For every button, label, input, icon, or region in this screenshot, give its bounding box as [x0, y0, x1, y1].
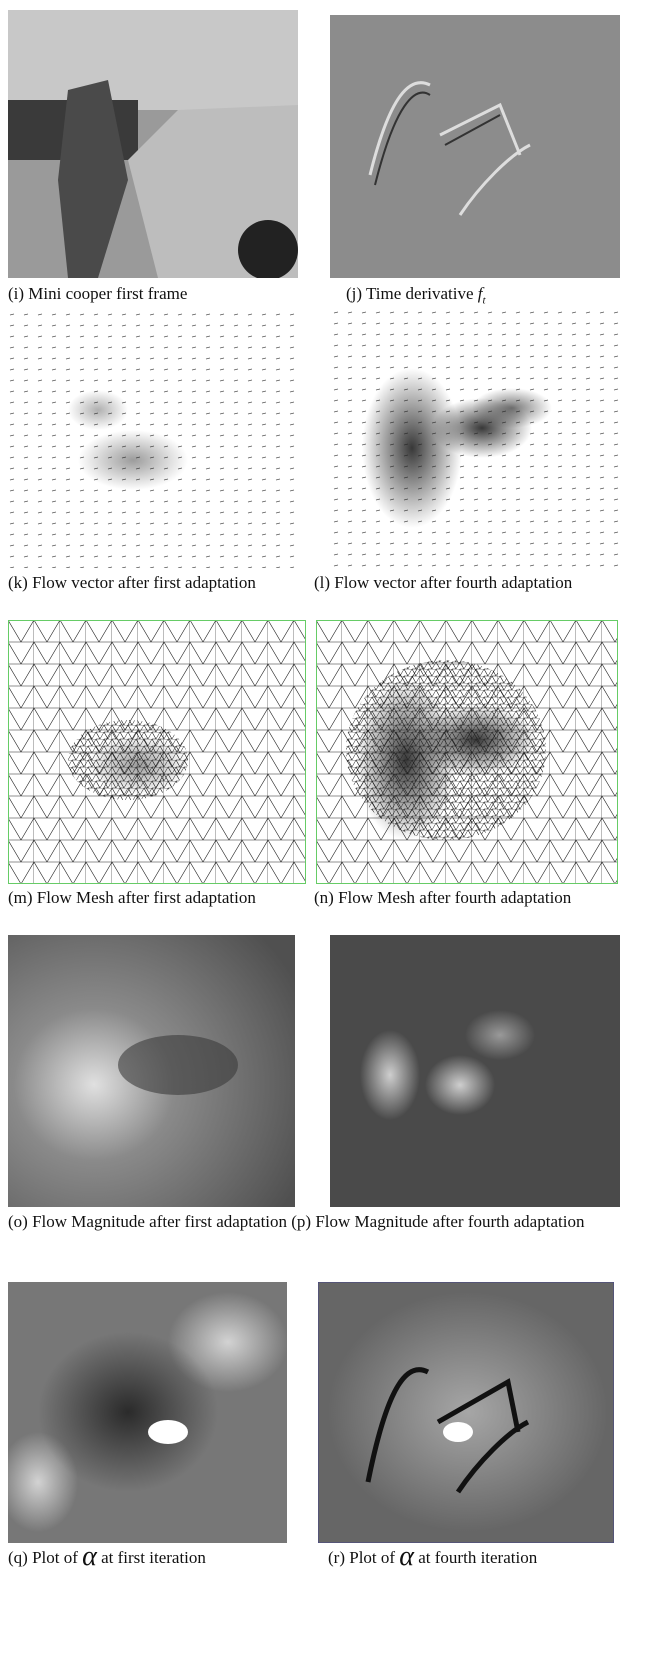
caption: (m) Flow Mesh after first adaptation	[8, 888, 256, 908]
caption-text: Time derivative	[366, 284, 474, 303]
caption-text: at fourth iteration	[418, 1548, 537, 1567]
flow-magnitude-image	[8, 935, 295, 1207]
caption-text: Plot of	[349, 1548, 395, 1567]
caption-label: (l)	[314, 573, 330, 592]
caption-text: Flow vector after fourth adaptation	[334, 573, 572, 592]
caption: (o) Flow Magnitude after first adaptatio…	[8, 1210, 622, 1234]
caption-label: (j)	[346, 284, 362, 303]
caption: (i) Mini cooper first frame	[8, 284, 187, 304]
caption-label: (o)	[8, 1212, 28, 1231]
caption-text: Flow Mesh after first adaptation	[37, 888, 256, 907]
caption-label: (k)	[8, 573, 28, 592]
caption-text: Flow Mesh after fourth adaptation	[338, 888, 571, 907]
flow-mesh-image	[8, 620, 306, 884]
caption: (k) Flow vector after first adaptation	[8, 573, 256, 593]
math-symbol: α	[82, 1541, 97, 1572]
figure-page: (i) Mini cooper first frame (j) Time deri…	[0, 0, 659, 1661]
flow-vector-image	[8, 310, 298, 568]
caption-text: Flow vector after first adaptation	[32, 573, 256, 592]
caption-text: at first iteration	[101, 1548, 206, 1567]
flow-vector-image	[332, 308, 620, 568]
caption: (l) Flow vector after fourth adaptation	[314, 573, 572, 593]
caption-label: (q)	[8, 1548, 28, 1567]
caption: (n) Flow Mesh after fourth adaptation	[314, 888, 571, 908]
caption-text: Flow Magnitude after first adaptation	[32, 1212, 287, 1231]
math-subscript: t	[482, 294, 485, 306]
caption-label: (n)	[314, 888, 334, 907]
caption-text: Plot of	[32, 1548, 78, 1567]
caption: (j) Time derivative ft	[346, 284, 486, 310]
time-derivative-image	[330, 15, 620, 278]
flow-magnitude-image	[330, 935, 620, 1207]
caption-label: (i)	[8, 284, 24, 303]
alpha-plot-image	[8, 1282, 287, 1543]
caption: (r) Plot of α at fourth iteration	[328, 1548, 537, 1568]
math-symbol: α	[399, 1541, 414, 1572]
caption-label: (m)	[8, 888, 33, 907]
caption-text: Mini cooper first frame	[28, 284, 187, 303]
caption-label: (p)	[291, 1212, 311, 1231]
photo-frame	[8, 10, 298, 278]
caption: (q) Plot of α at first iteration	[8, 1548, 206, 1568]
alpha-plot-image	[318, 1282, 614, 1543]
caption-text: Flow Magnitude after fourth adaptation	[315, 1212, 584, 1231]
flow-mesh-image	[316, 620, 618, 884]
caption-label: (r)	[328, 1548, 345, 1567]
